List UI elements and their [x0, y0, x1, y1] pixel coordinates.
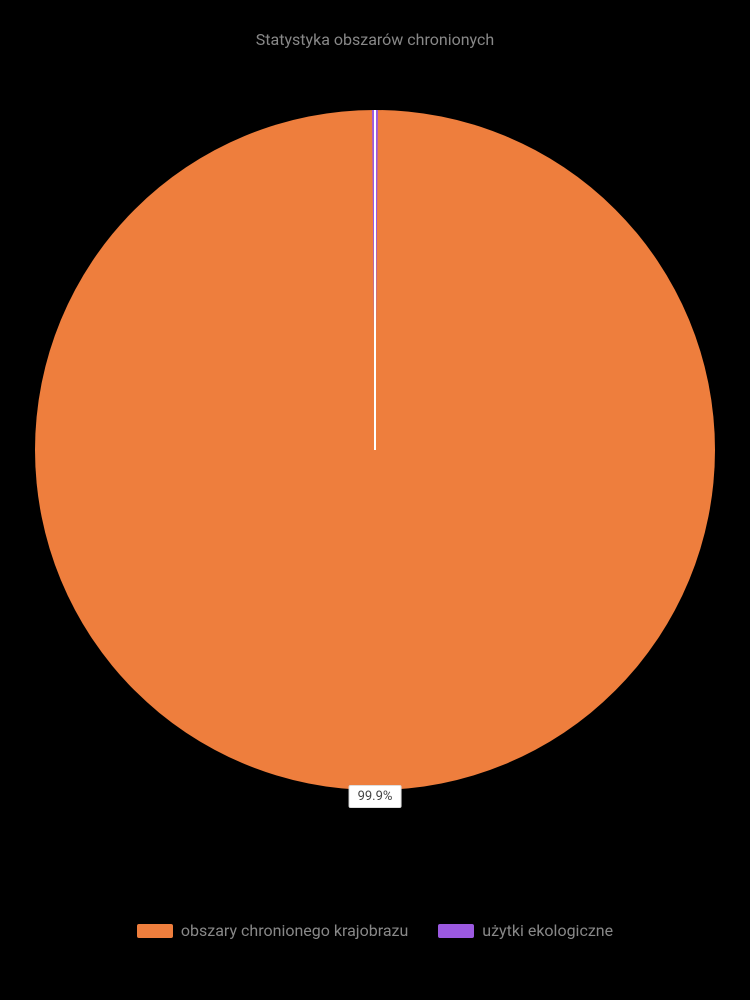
percent-label: 99.9%: [349, 785, 402, 808]
legend-label-0: obszary chronionego krajobrazu: [181, 921, 408, 940]
legend-item-1: użytki ekologiczne: [438, 921, 613, 940]
legend: obszary chronionego krajobrazu użytki ek…: [0, 921, 750, 940]
legend-swatch-1: [438, 924, 474, 938]
chart-title: Statystyka obszarów chronionych: [0, 0, 750, 49]
legend-item-0: obszary chronionego krajobrazu: [137, 921, 408, 940]
legend-label-1: użytki ekologiczne: [482, 921, 613, 940]
pie-chart: 99.9%: [35, 110, 715, 790]
pie-svg: [35, 110, 715, 790]
legend-swatch-0: [137, 924, 173, 938]
